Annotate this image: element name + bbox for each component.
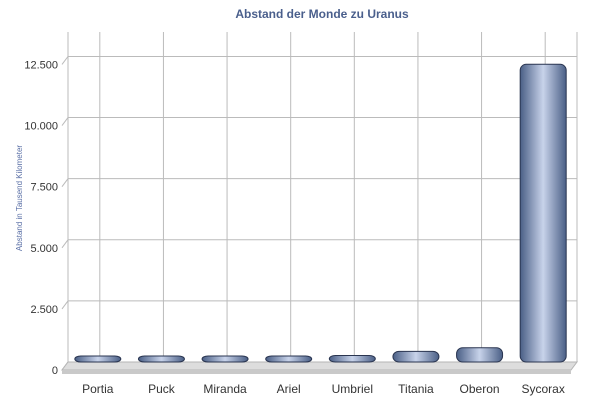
bar-miranda [201,355,249,363]
bars [74,63,567,363]
x-tick-label: Puck [148,382,176,396]
bar-puck [137,355,185,363]
h-grid-line [61,239,577,249]
x-axis-ticks: Portia Puck Miranda Ariel Umbriel Titania Ober… [82,382,565,396]
x-tick-label: Miranda [203,382,247,396]
bar-titania [392,350,440,363]
x-tick-label: Titania [398,382,434,396]
y-tick-label: 0 [52,365,58,377]
h-grid-line [61,300,577,310]
chart-floor [61,361,578,374]
y-tick-label: 12.500 [24,59,58,71]
bar-umbriel [328,354,376,363]
y-axis-ticks: 0 2.500 5.000 7.500 10.000 12.500 [24,59,58,377]
grid-lines [61,32,578,371]
y-tick-label: 2.500 [30,304,58,316]
bar-portia [74,355,122,363]
y-axis-line [61,32,69,371]
x-tick-label: Ariel [277,382,301,396]
h-grid-line [61,178,577,187]
h-grid-line [61,55,577,65]
x-tick-label: Umbriel [332,382,373,396]
x-tick-label: Portia [82,382,114,396]
y-axis-label: Abstand in Tausend Kilometer [15,145,24,251]
bar-oberon [456,347,504,363]
bar-ariel [265,355,313,363]
chart-title: Abstand der Monde zu Uranus [235,7,409,21]
y-tick-label: 7.500 [30,182,58,194]
floor-top [61,361,578,371]
x-tick-label: Oberon [460,382,500,396]
y-tick-label: 10.000 [24,121,58,133]
h-grid-line [61,117,577,126]
y-tick-label: 5.000 [30,243,58,255]
x-tick-label: Sycorax [522,382,565,396]
floor-front [62,370,571,374]
bar-sycorax [519,63,567,363]
